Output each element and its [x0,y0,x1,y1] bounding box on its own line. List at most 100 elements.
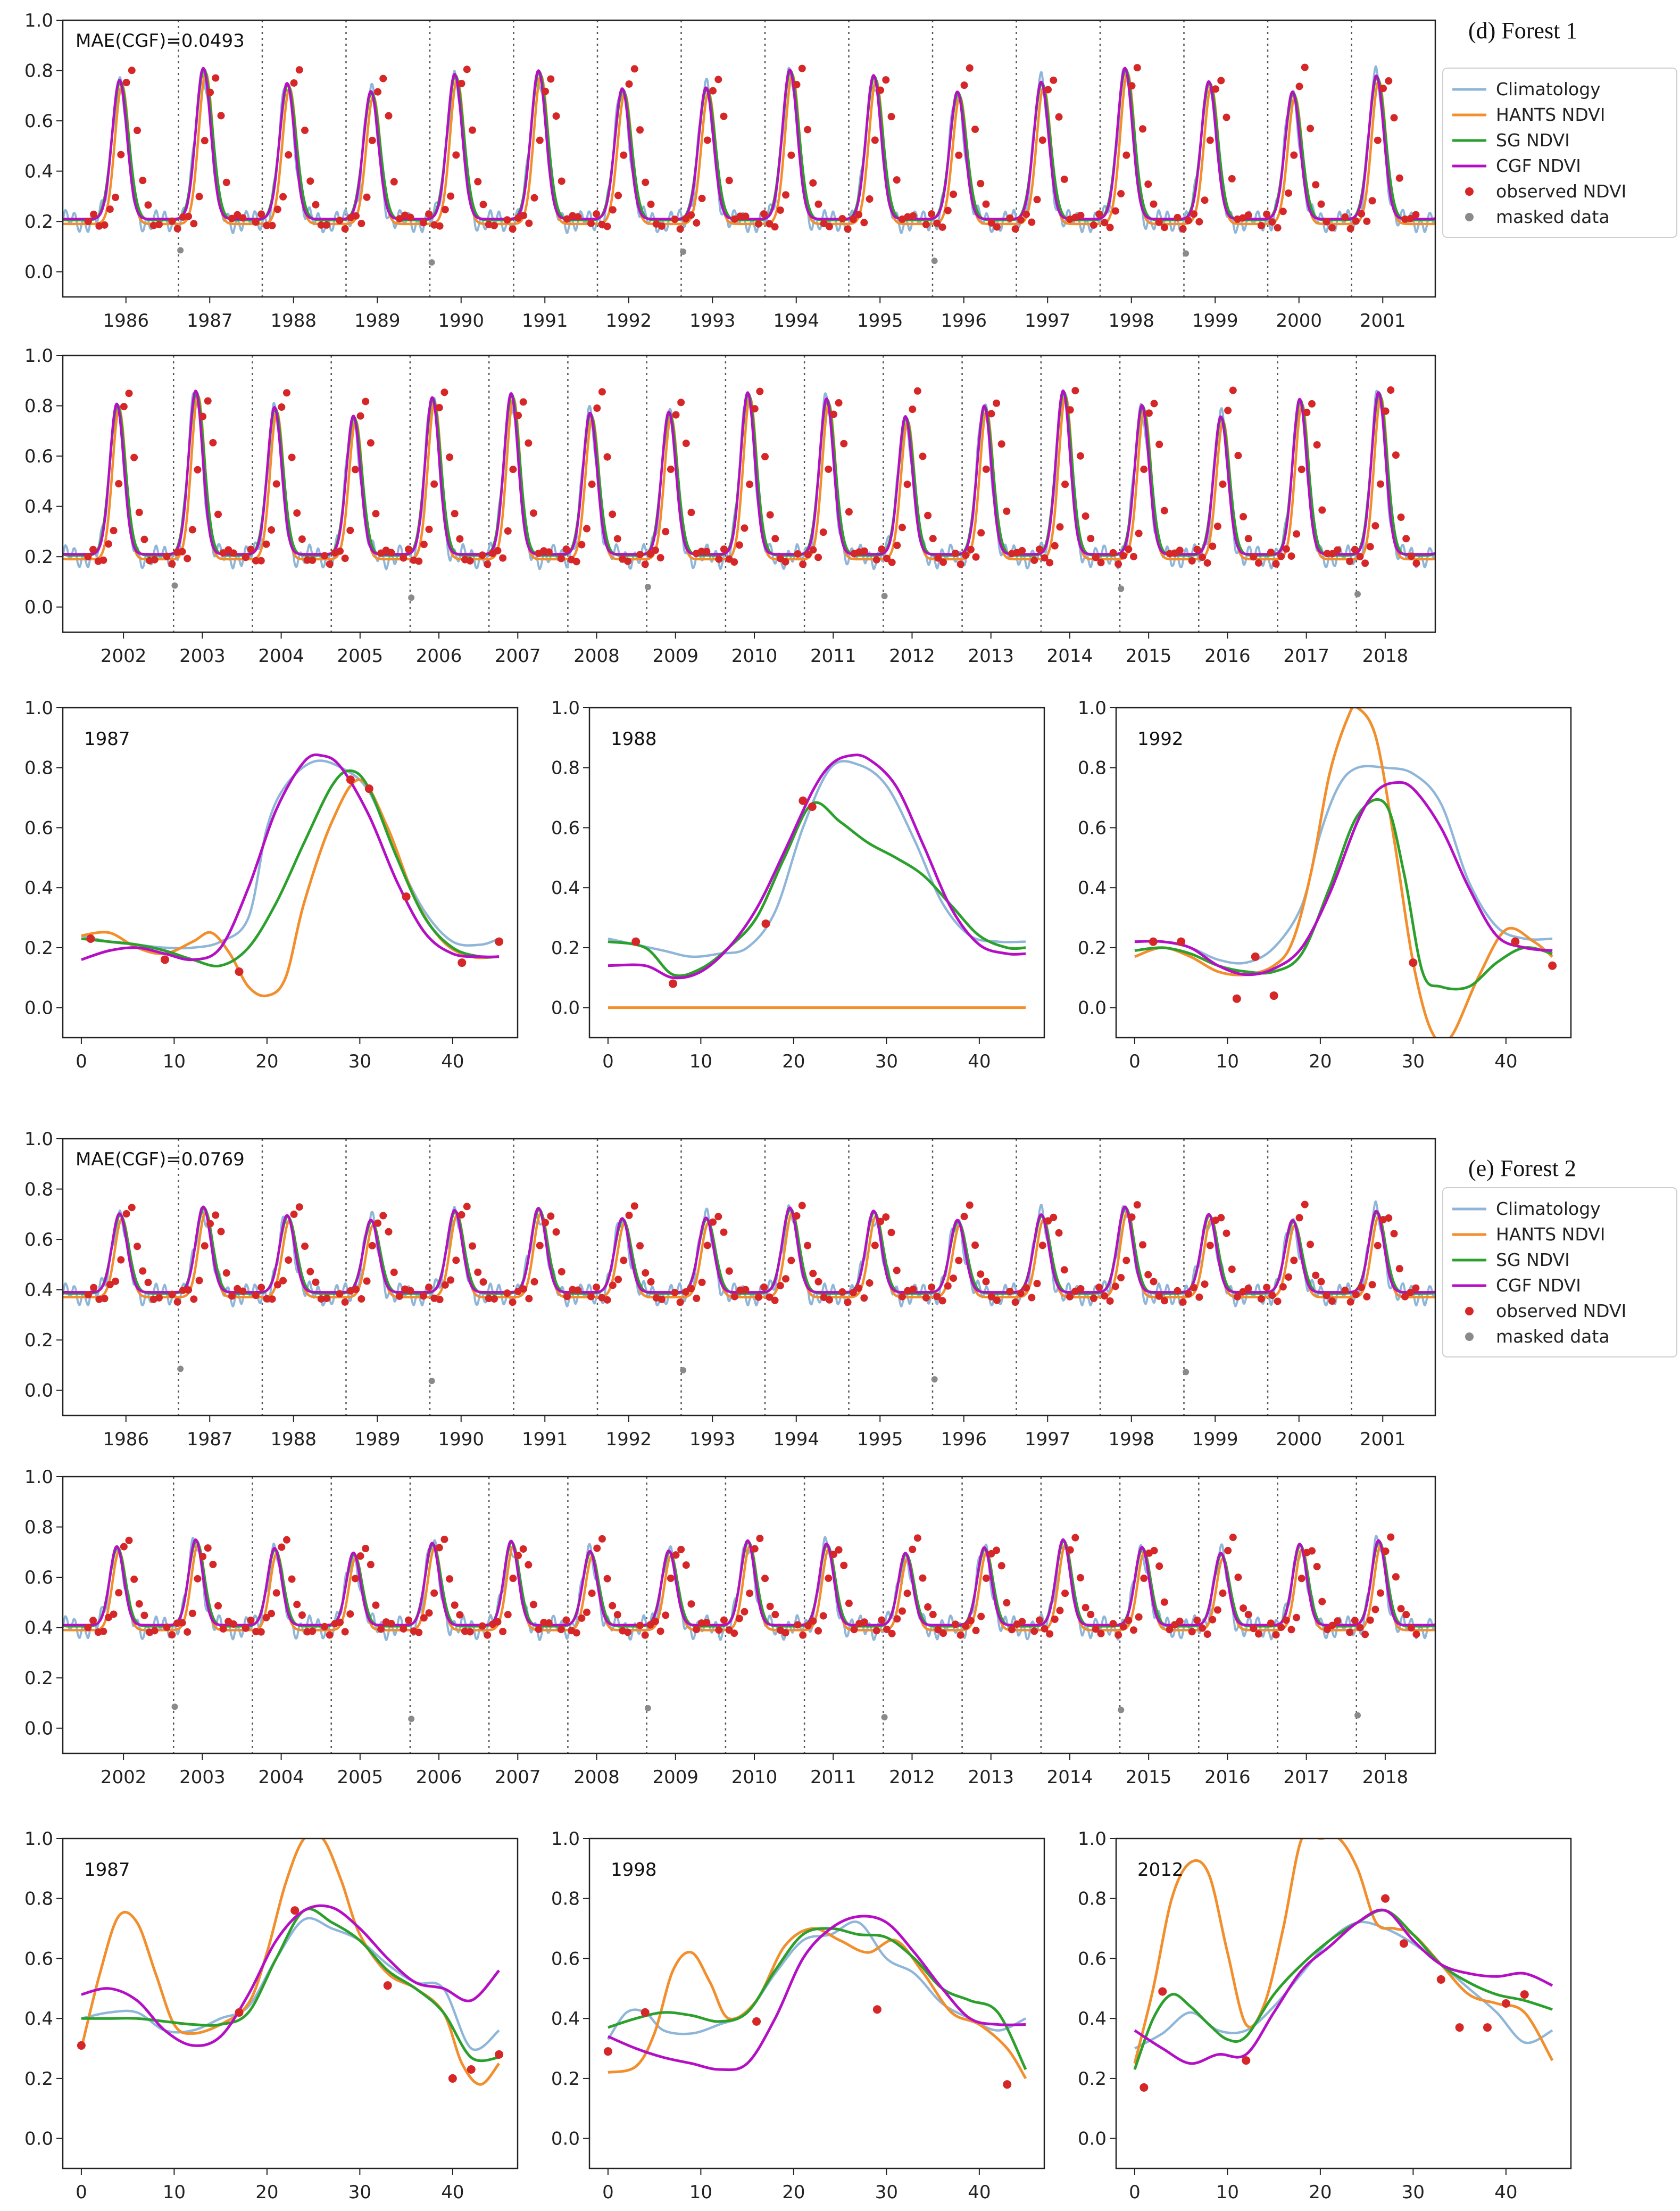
observed-point [1201,1280,1209,1288]
observed-point [804,1241,812,1249]
observed-point [415,557,423,565]
series-group [63,386,1435,601]
plot-d1: 0.0 0.2 0.4 0.6 0.8 1.0 1986 1987 1988 1989 1990 19… [24,10,1436,332]
observed-point [1366,1616,1374,1624]
observed-point [206,88,214,96]
observed-point [1144,1271,1152,1279]
observed-point [1318,1597,1326,1605]
observed-point [840,1561,848,1569]
observed-point [1287,1626,1295,1634]
observed-point [1363,217,1371,225]
observed-point [273,1281,281,1289]
observed-point [1046,1630,1054,1638]
plot-frame [62,707,519,1039]
observed-point [1038,1241,1046,1249]
observed-point [782,1275,790,1283]
series-climatology [1134,765,1553,965]
observed-point [494,1618,502,1626]
observed-point [955,1256,963,1264]
y-tick-label: 0.8 [1078,1889,1107,1910]
masked-point [1183,250,1190,257]
x-tick-label: 1990 [438,310,484,332]
observed-point [1268,218,1276,226]
observed-point [1366,543,1374,551]
observed-point [754,220,762,228]
observed-point [809,179,817,187]
observed-point [793,81,801,89]
plot-d2: 0.0 0.2 0.4 0.6 0.8 1.0 2002 2003 2004 2005 2006 20… [24,345,1436,667]
observed-point [1198,1624,1206,1632]
observed-point [993,1546,1001,1554]
observed-point [799,560,807,568]
observed-point [301,1242,309,1250]
observed-point [312,1278,320,1286]
observed-point [90,1283,98,1291]
observed-point [583,1608,591,1616]
observed-point [441,205,449,213]
observed-point [456,1611,464,1619]
observed-point [1224,1546,1232,1554]
observed-point [1298,1575,1305,1583]
observed-point [1111,1282,1119,1290]
observed-point [321,1622,329,1630]
observed-point [977,529,985,537]
series-cgf-ndvi [608,753,1026,980]
x-tick-label: 1997 [1025,1429,1071,1450]
observed-point [1212,85,1220,93]
observed-point [467,2065,476,2074]
observed-point [86,934,95,943]
observed-point [128,1204,136,1212]
observed-point [776,1281,784,1289]
observed-point [613,1611,621,1619]
observed-point [642,178,650,186]
observed-point [1352,217,1360,225]
observed-point [262,540,270,548]
observed-point [1217,1214,1225,1222]
y-tick-label: 0.6 [24,1948,53,1969]
observed-point [1251,952,1260,961]
observed-point [1395,174,1403,182]
observed-point [1203,559,1211,567]
x-tick-label: 2010 [731,645,778,667]
x-tick-label: 2006 [416,1767,462,1788]
legend-label: CGF NDVI [1496,1275,1581,1296]
observed-point [993,223,1001,231]
legend: Climatology HANTS NDVI SG NDVI CGF NDVI obse… [1442,68,1677,238]
observed-point [295,1203,303,1211]
observed-point [357,1295,365,1303]
x-tick-label: 40 [441,2182,464,2203]
series-hants-ndvi [608,1927,1027,2080]
observed-point [761,453,769,461]
observed-point [933,219,941,227]
observed-point [99,1627,107,1635]
observed-point [301,126,309,134]
observed-point [1155,1292,1163,1300]
observed-point [1119,1622,1127,1630]
observed-point [1033,1280,1041,1288]
observed-point [326,560,334,568]
observed-point [368,1241,376,1249]
observed-point [272,1589,280,1597]
x-tick-label: 2003 [179,1767,226,1788]
observed-point [593,210,601,218]
y-tick-label: 0.4 [24,1618,53,1639]
observed-point [1077,211,1085,219]
observed-point [341,554,349,562]
observed-point [1190,1283,1198,1291]
panel-title-d: (d) Forest 1 [1468,18,1577,44]
observed-point [1018,546,1026,554]
observed-point [593,1283,601,1291]
observed-point [1382,407,1390,415]
observed-point [1401,215,1409,223]
observed-point [1144,180,1152,188]
observed-point [1184,217,1192,225]
observed-point [1308,1547,1316,1555]
y-tick-label: 0.0 [24,998,53,1019]
observed-point [562,545,570,553]
observed-point [1128,1213,1136,1221]
observed-point [1188,557,1196,565]
observed-point [474,1268,482,1276]
observed-point [687,211,695,219]
observed-point [1240,1604,1247,1612]
observed-point [1397,1605,1405,1613]
